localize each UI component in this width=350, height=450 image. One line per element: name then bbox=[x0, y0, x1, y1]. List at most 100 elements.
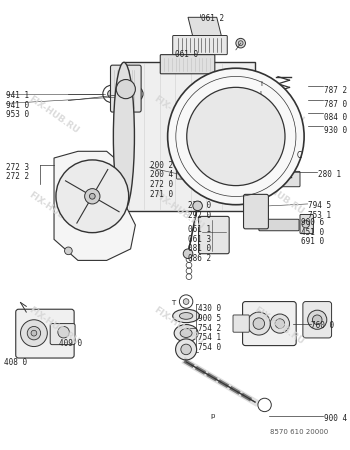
Text: 754 1: 754 1 bbox=[198, 333, 221, 342]
Ellipse shape bbox=[176, 339, 197, 360]
Text: 691 0: 691 0 bbox=[301, 238, 324, 247]
FancyBboxPatch shape bbox=[16, 309, 74, 358]
Text: 061 3: 061 3 bbox=[188, 234, 211, 243]
Text: 941 0: 941 0 bbox=[6, 101, 29, 110]
Text: 081 0: 081 0 bbox=[188, 244, 211, 253]
Text: 220 0: 220 0 bbox=[188, 201, 211, 210]
FancyBboxPatch shape bbox=[300, 215, 313, 234]
Bar bbox=[124, 62, 255, 211]
Circle shape bbox=[27, 326, 41, 340]
Text: 794 5: 794 5 bbox=[308, 201, 331, 210]
FancyBboxPatch shape bbox=[243, 302, 296, 346]
Circle shape bbox=[253, 318, 265, 329]
Circle shape bbox=[116, 80, 135, 99]
Text: FIX-HUB.RU: FIX-HUB.RU bbox=[252, 176, 306, 217]
Text: FIX-HUB.RU: FIX-HUB.RU bbox=[252, 305, 306, 346]
Text: 061 2: 061 2 bbox=[201, 14, 225, 23]
Circle shape bbox=[270, 314, 289, 333]
Text: C: C bbox=[296, 151, 301, 160]
Text: 272 3: 272 3 bbox=[6, 163, 29, 172]
Text: FIX-HUB.RU: FIX-HUB.RU bbox=[27, 94, 81, 135]
Text: FIX-HUB.RU: FIX-HUB.RU bbox=[152, 190, 205, 231]
Polygon shape bbox=[54, 151, 135, 261]
Circle shape bbox=[90, 194, 95, 199]
Text: 900 4: 900 4 bbox=[324, 414, 347, 423]
Circle shape bbox=[247, 312, 270, 335]
Text: 086 2: 086 2 bbox=[188, 254, 211, 263]
Text: 8570 610 20000: 8570 610 20000 bbox=[271, 428, 329, 435]
FancyBboxPatch shape bbox=[50, 324, 75, 345]
Circle shape bbox=[183, 249, 193, 258]
FancyBboxPatch shape bbox=[198, 216, 229, 254]
Ellipse shape bbox=[180, 329, 192, 338]
Text: 787 2: 787 2 bbox=[324, 86, 347, 95]
Circle shape bbox=[313, 315, 322, 324]
Text: 292 0: 292 0 bbox=[188, 211, 211, 220]
Circle shape bbox=[132, 90, 139, 98]
Circle shape bbox=[214, 110, 276, 172]
Circle shape bbox=[31, 330, 37, 336]
Text: 754 2: 754 2 bbox=[198, 324, 221, 333]
Ellipse shape bbox=[180, 313, 193, 319]
Circle shape bbox=[193, 201, 202, 211]
Ellipse shape bbox=[113, 62, 134, 211]
Circle shape bbox=[187, 87, 285, 185]
Circle shape bbox=[264, 188, 271, 195]
FancyBboxPatch shape bbox=[303, 302, 331, 338]
Text: FIX-HUB.RU: FIX-HUB.RU bbox=[27, 305, 81, 346]
Text: 272 0: 272 0 bbox=[150, 180, 173, 189]
Text: 941 1: 941 1 bbox=[6, 91, 29, 100]
Circle shape bbox=[21, 320, 47, 346]
Text: F: F bbox=[248, 196, 252, 202]
Text: 760 0: 760 0 bbox=[312, 321, 335, 330]
Text: FIX-HUB.RU: FIX-HUB.RU bbox=[152, 94, 205, 135]
Text: 408 0: 408 0 bbox=[4, 358, 27, 367]
Text: p: p bbox=[210, 414, 215, 419]
Text: 900 6: 900 6 bbox=[301, 218, 324, 227]
Text: 953 0: 953 0 bbox=[6, 110, 29, 119]
Text: 930 0: 930 0 bbox=[324, 126, 347, 135]
FancyBboxPatch shape bbox=[259, 219, 299, 231]
Circle shape bbox=[253, 213, 257, 217]
Circle shape bbox=[308, 310, 327, 329]
FancyBboxPatch shape bbox=[244, 194, 268, 229]
Text: T: T bbox=[171, 301, 175, 306]
Text: C: C bbox=[272, 117, 278, 126]
Circle shape bbox=[238, 41, 243, 45]
Text: 200 2: 200 2 bbox=[150, 161, 173, 170]
Text: 451 0: 451 0 bbox=[301, 228, 324, 237]
Text: 271 0: 271 0 bbox=[150, 189, 173, 198]
Text: I: I bbox=[261, 81, 263, 87]
Ellipse shape bbox=[181, 344, 191, 355]
Text: FIX-HUB.RU: FIX-HUB.RU bbox=[152, 305, 205, 346]
Text: 753 1: 753 1 bbox=[308, 211, 331, 220]
Text: FIX-HUB.RU: FIX-HUB.RU bbox=[27, 190, 81, 231]
FancyBboxPatch shape bbox=[267, 171, 300, 187]
Text: 061 1: 061 1 bbox=[188, 225, 211, 234]
Circle shape bbox=[168, 68, 304, 205]
Circle shape bbox=[236, 38, 245, 48]
Circle shape bbox=[183, 299, 189, 305]
Circle shape bbox=[302, 220, 309, 228]
Text: 787 0: 787 0 bbox=[324, 99, 347, 108]
Text: I: I bbox=[260, 91, 262, 97]
Text: FIX-HUB.RU: FIX-HUB.RU bbox=[252, 85, 306, 126]
Text: 900 5: 900 5 bbox=[198, 314, 221, 323]
Ellipse shape bbox=[173, 309, 200, 323]
Circle shape bbox=[108, 90, 115, 98]
Text: 061 0: 061 0 bbox=[175, 50, 198, 59]
FancyBboxPatch shape bbox=[176, 170, 188, 179]
Text: 200 4: 200 4 bbox=[150, 171, 173, 180]
Circle shape bbox=[275, 319, 285, 328]
Text: 084 0: 084 0 bbox=[324, 113, 347, 122]
Circle shape bbox=[64, 247, 72, 255]
Text: 430 0: 430 0 bbox=[198, 305, 221, 314]
FancyBboxPatch shape bbox=[173, 36, 227, 54]
Circle shape bbox=[58, 326, 69, 338]
Circle shape bbox=[56, 160, 129, 233]
FancyBboxPatch shape bbox=[111, 65, 141, 112]
FancyBboxPatch shape bbox=[233, 315, 249, 332]
Circle shape bbox=[198, 94, 293, 189]
Text: 272 2: 272 2 bbox=[6, 172, 29, 181]
Ellipse shape bbox=[174, 324, 198, 342]
